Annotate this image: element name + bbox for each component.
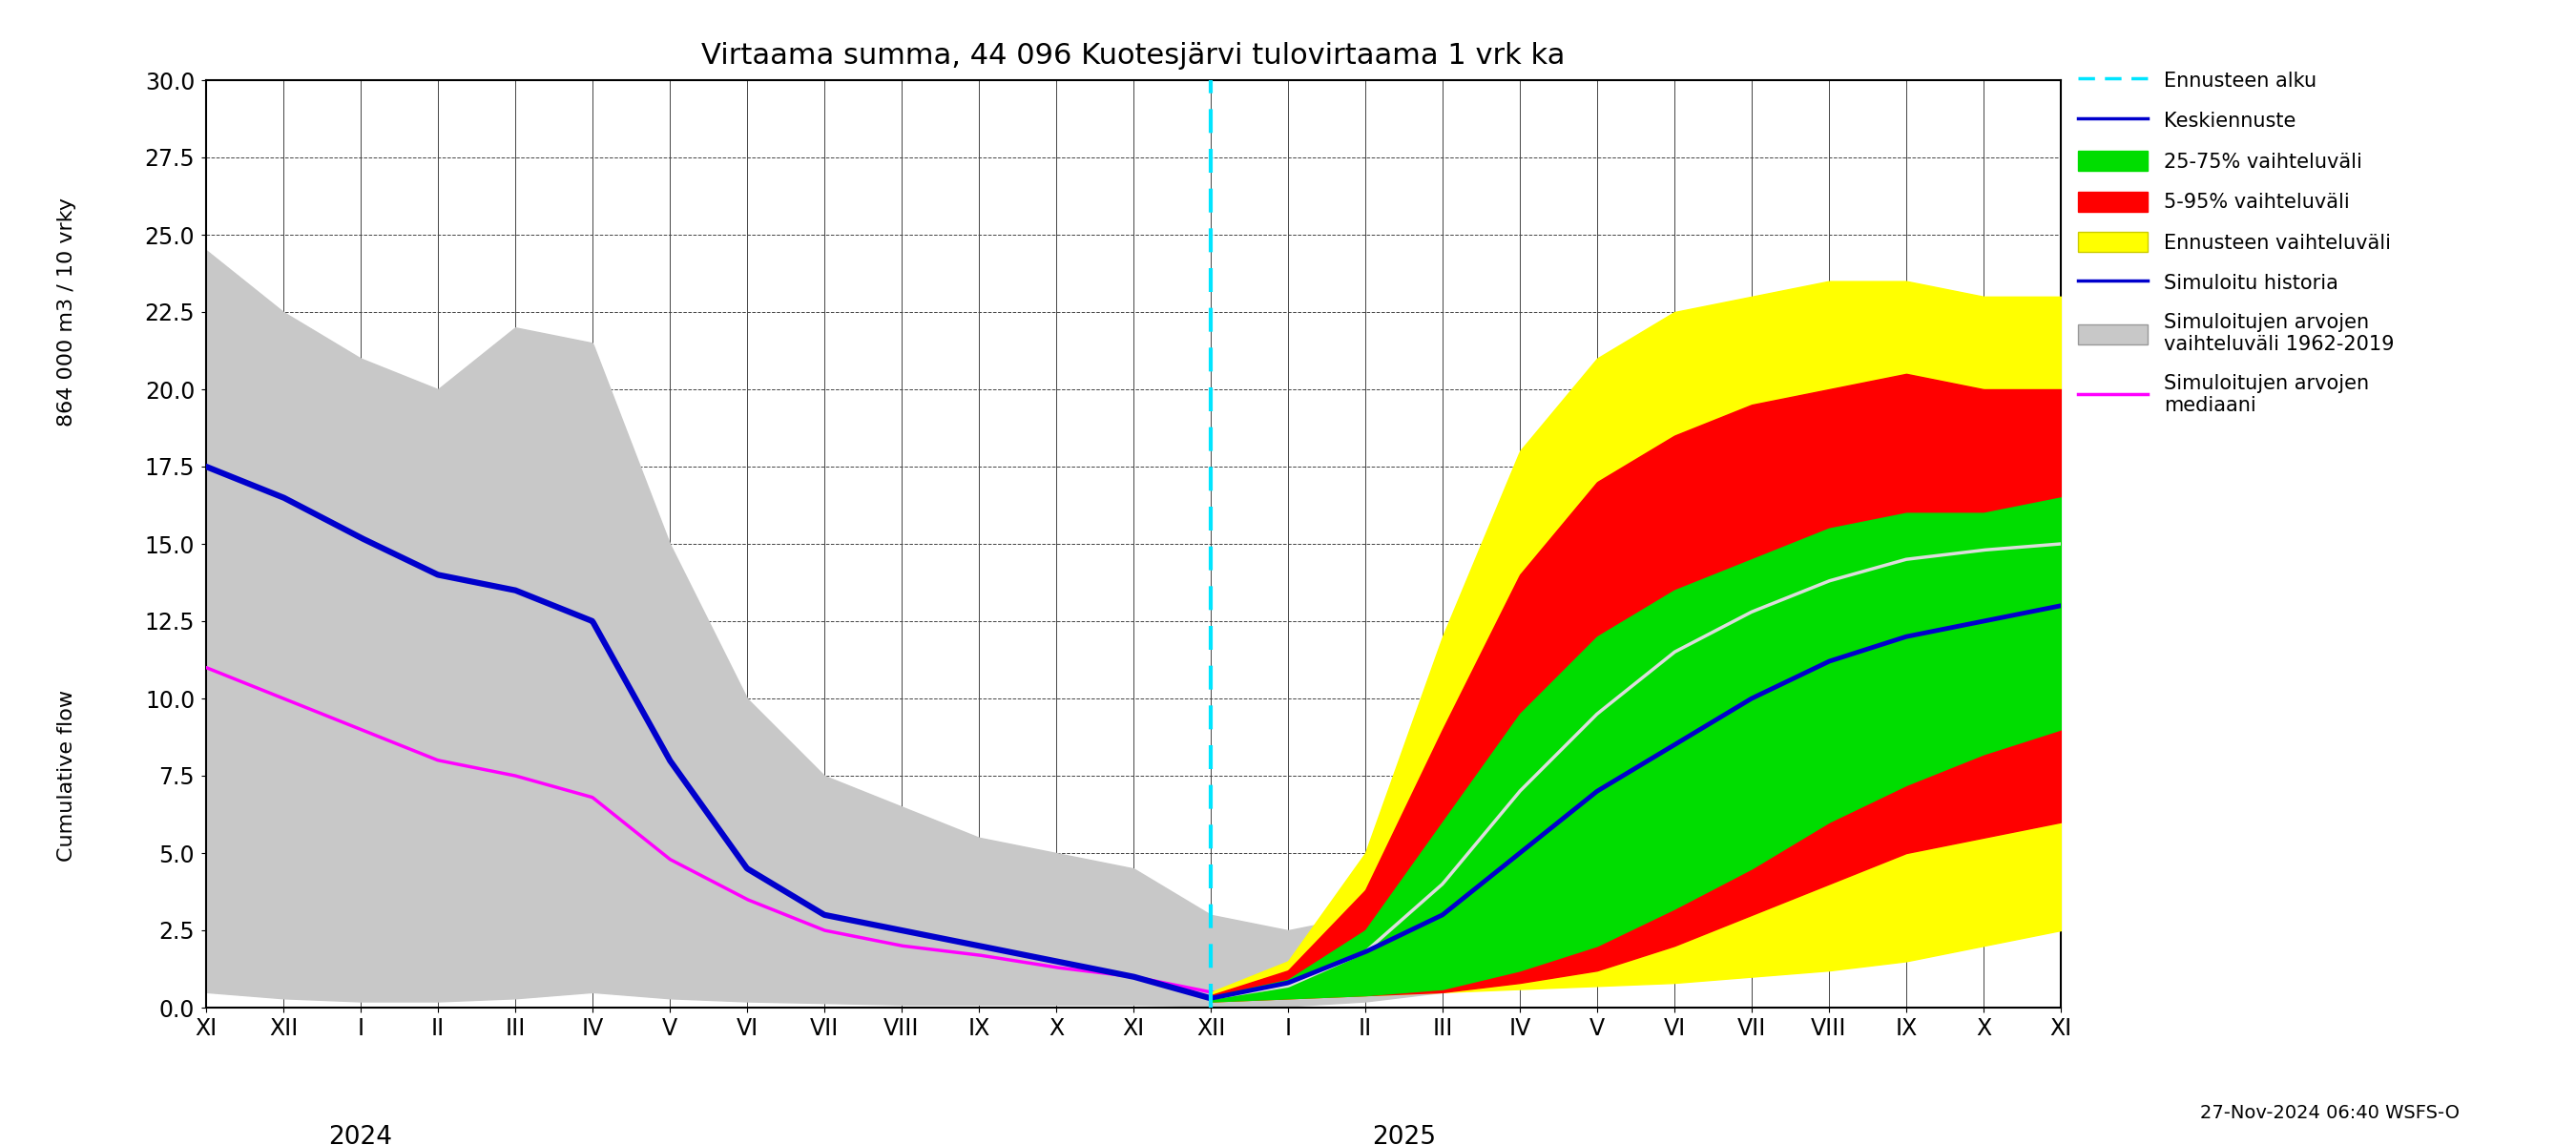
Text: 2025: 2025 [1373,1126,1435,1145]
Text: 27-Nov-2024 06:40 WSFS-O: 27-Nov-2024 06:40 WSFS-O [2200,1104,2460,1122]
Text: 864 000 m3 / 10 vrky: 864 000 m3 / 10 vrky [57,197,77,426]
Title: Virtaama summa, 44 096 Kuotesjärvi tulovirtaama 1 vrk ka: Virtaama summa, 44 096 Kuotesjärvi tulov… [701,42,1566,70]
Text: 2024: 2024 [330,1126,392,1145]
Legend: Ennusteen alku, Keskiennuste, 25-75% vaihteluväli, 5-95% vaihteluväli, Ennusteen: Ennusteen alku, Keskiennuste, 25-75% vai… [2071,62,2401,424]
Text: Cumulative flow: Cumulative flow [57,689,77,862]
